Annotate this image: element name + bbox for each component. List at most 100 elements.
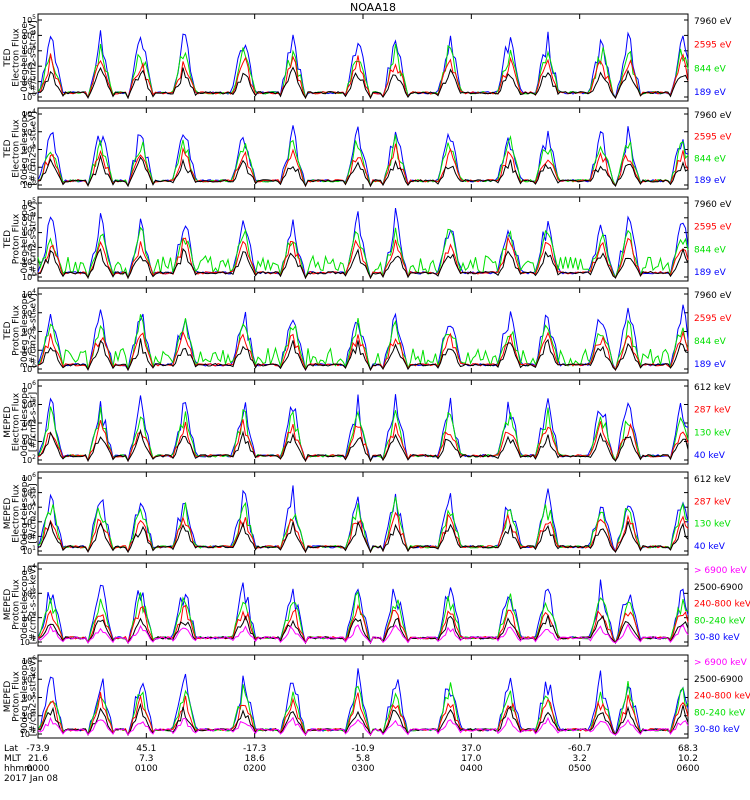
y-axis-label-line: Electron Flux <box>12 28 22 87</box>
legend-entry: 2595 eV <box>694 314 732 324</box>
x-tick-lat: -17.3 <box>243 744 266 754</box>
y-tick-base: 10 <box>22 346 32 355</box>
series-trace <box>37 125 689 188</box>
legend-entry: > 6900 keV <box>694 658 748 668</box>
y-axis-label-line: 90deg telescope <box>20 659 30 734</box>
y-tick-base: 10 <box>22 365 32 374</box>
y-tick-exponent: 5 <box>32 399 36 406</box>
y-tick-label: 103 <box>22 45 36 56</box>
y-tick-label: 100 <box>22 91 36 102</box>
y-tick-base: 10 <box>22 62 32 71</box>
y-axis-label-line: TED <box>3 48 13 67</box>
y-tick-label: 106 <box>22 655 36 666</box>
y-axis-label: TEDElectron Flux30deg telescope[#/cm2-s-… <box>3 111 39 186</box>
y-tick-exponent: 4 <box>32 417 36 424</box>
y-tick-label: 101 <box>22 76 36 87</box>
y-tick-base: 10 <box>22 78 32 87</box>
x-row-label: hhmm <box>4 764 33 774</box>
y-tick-exponent: 5 <box>32 14 36 21</box>
y-tick-label: 102 <box>22 530 36 541</box>
y-tick-label: 105 <box>22 14 36 25</box>
y-axis-label-line: MEPED <box>3 589 13 621</box>
y-tick-base: 10 <box>22 229 32 238</box>
y-tick-exponent: 2 <box>32 587 36 594</box>
y-tick-label: 104 <box>22 501 36 512</box>
chart-title: NOAA18 <box>350 1 396 14</box>
legend-entry: 287 keV <box>694 497 731 507</box>
series-trace <box>37 496 689 554</box>
y-tick-exponent: 4 <box>32 29 36 36</box>
y-tick-label: 100 <box>22 710 36 721</box>
y-tick-label: 104 <box>22 108 36 119</box>
y-tick-label: 102 <box>22 144 36 155</box>
y-tick-base: 10 <box>22 16 32 25</box>
series-trace <box>37 66 689 100</box>
legend-entry: 40 keV <box>694 451 726 461</box>
y-axis-label-line: [#/cm2-s-str-eV] <box>29 202 39 277</box>
legend-entry: 189 eV <box>694 360 727 370</box>
y-tick-exponent: 0 <box>32 710 36 717</box>
y-tick-exponent: 0 <box>32 91 36 98</box>
y-axis-label-line: 0deg telescope <box>20 387 30 457</box>
y-tick-label: 10-2 <box>20 728 36 739</box>
y-tick-base: 10 <box>22 258 32 267</box>
legend-entry: 30-80 keV <box>694 633 740 643</box>
series-trace <box>37 134 689 188</box>
y-tick-base: 10 <box>22 214 32 223</box>
y-tick-exponent: 3 <box>32 516 36 523</box>
y-tick-exponent: 2 <box>32 144 36 151</box>
x-tick-hhmm: 0600 <box>677 764 700 774</box>
y-tick-label: 101 <box>22 256 36 267</box>
y-tick-label: 103 <box>22 126 36 137</box>
y-axis-label: TEDProton Flux30deg telescope[#/cm2-s-st… <box>3 293 39 368</box>
y-tick-base: 10 <box>22 419 32 428</box>
series-trace <box>38 247 689 279</box>
y-axis-label-line: 30deg telescope <box>20 293 30 368</box>
y-axis-label: MEPEDProton Flux0deg telescope[#/cm2-s-s… <box>3 565 39 644</box>
y-tick-exponent: 0 <box>32 179 36 186</box>
x-tick-mlt: 21.6 <box>28 754 48 764</box>
y-axis-label-line: 90deg telescope <box>20 476 30 551</box>
y-tick-base: 10 <box>22 547 32 556</box>
legend-entry: 130 keV <box>694 428 731 438</box>
y-tick-exponent: 6 <box>32 380 36 387</box>
y-tick-exponent: 1 <box>32 161 36 168</box>
y-axis-label-line: 0deg telescope <box>20 23 30 93</box>
y-tick-exponent: 0 <box>32 363 36 370</box>
x-tick-mlt: 10.2 <box>678 754 698 764</box>
y-tick-base: 10 <box>20 730 30 739</box>
y-axis-label-line: MEPED <box>3 681 13 713</box>
plot-frame <box>37 196 689 282</box>
legend-entry: 40 keV <box>694 542 726 552</box>
y-tick-exponent: 1 <box>32 256 36 263</box>
legend-entry: 189 eV <box>694 176 727 186</box>
y-tick-base: 10 <box>22 273 32 282</box>
x-tick-lat: -10.9 <box>351 744 375 754</box>
legend-entry: 240-800 keV <box>694 692 750 702</box>
y-tick-label: 104 <box>22 29 36 40</box>
legend-entry: 612 keV <box>694 475 731 485</box>
y-axis-label-line: TED <box>3 230 13 249</box>
y-axis-label-line: [#/cm2-s-str-keV] <box>29 657 39 736</box>
y-axis-label-line: 0deg telescope <box>20 570 30 640</box>
y-tick-exponent: 1 <box>32 344 36 351</box>
y-tick-exponent: 4 <box>32 288 36 295</box>
series-trace <box>37 485 689 554</box>
date-label: 2017 Jan 08 <box>4 774 58 784</box>
x-row-label: MLT <box>4 754 22 764</box>
y-axis-label-line: [#/cm2-s-str-eV] <box>29 20 39 95</box>
legend-entry: 612 keV <box>694 383 731 393</box>
y-tick-label: 103 <box>22 307 36 318</box>
y-axis-label-line: Proton Flux <box>12 579 22 630</box>
plot-frame <box>37 379 689 465</box>
x-tick-lat: 37.0 <box>461 744 481 754</box>
y-tick-base: 10 <box>22 163 32 172</box>
y-tick-label: 104 <box>22 563 36 574</box>
y-tick-exponent: 5 <box>32 197 36 204</box>
y-tick-exponent: 4 <box>32 501 36 508</box>
y-tick-base: 10 <box>22 565 32 574</box>
legend-entry: 80-240 keV <box>694 616 746 626</box>
y-tick-label: 103 <box>22 436 36 447</box>
y-tick-exponent: 2 <box>32 60 36 67</box>
legend-entry: 7960 eV <box>694 200 732 210</box>
